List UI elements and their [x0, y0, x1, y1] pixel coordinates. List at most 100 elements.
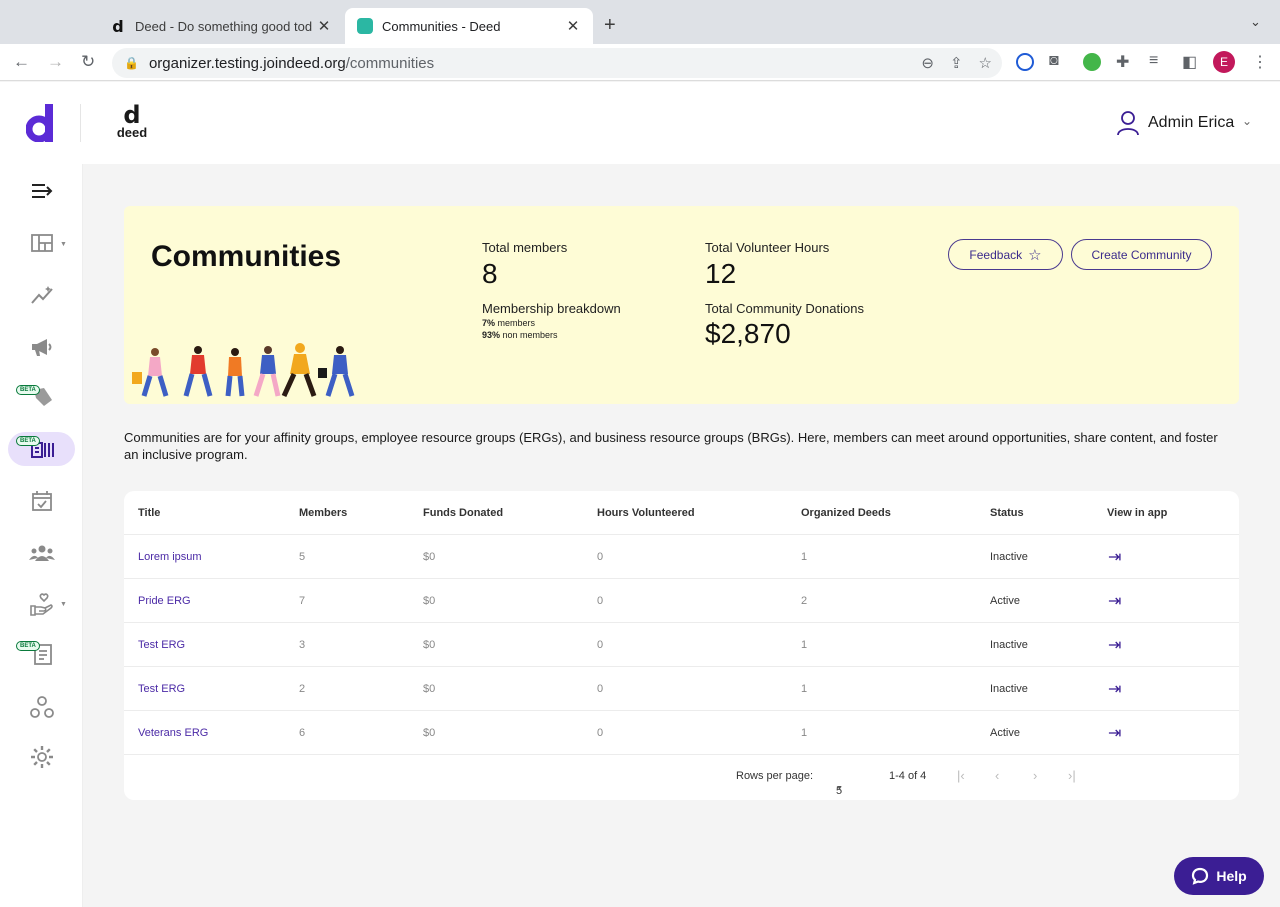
lock-icon: 🔒 [124, 56, 139, 70]
table-row[interactable]: Test ERG 2 $0 0 1 Inactive ⇥ [124, 667, 1239, 711]
membership-breakdown-label: Membership breakdown [482, 301, 621, 316]
new-tab-icon[interactable]: + [604, 14, 616, 36]
open-in-app-icon[interactable]: ⇥ [1108, 681, 1122, 698]
sidebar-item-menu-collapse[interactable] [0, 173, 83, 209]
dashboard-icon [30, 234, 53, 252]
funds-cell: $0 [423, 595, 436, 607]
communities-table: Title Members Funds Donated Hours Volunt… [124, 491, 1239, 800]
community-title-link[interactable]: Test ERG [138, 683, 186, 695]
tab-search-chevron-icon[interactable]: ⌄ [1250, 14, 1261, 29]
sidebar-item-events[interactable] [0, 483, 83, 519]
chat-bubble-icon [1192, 867, 1209, 885]
star-icon: ☆ [1028, 246, 1042, 264]
media-queue-icon[interactable]: ≡ [1149, 52, 1159, 69]
communities-description: Communities are for your affinity groups… [124, 430, 1218, 462]
community-title-link[interactable]: Veterans ERG [138, 727, 209, 739]
community-title-link[interactable]: Pride ERG [138, 595, 191, 607]
browser-menu-icon[interactable]: ⋮ [1252, 54, 1268, 71]
side-panel-icon[interactable]: ◧ [1182, 54, 1198, 71]
sidebar-item-campaigns[interactable] [0, 329, 83, 365]
feedback-button[interactable]: Feedback ☆ [948, 239, 1063, 270]
deed-favicon-icon: d [112, 16, 124, 36]
last-page-icon[interactable]: ›| [1068, 768, 1076, 783]
sidebar-item-giving[interactable] [0, 587, 83, 623]
table-row[interactable]: Pride ERG 7 $0 0 2 Active ⇥ [124, 579, 1239, 623]
deeds-cell: 1 [801, 551, 808, 563]
table-row[interactable]: Veterans ERG 6 $0 0 1 Active ⇥ [124, 711, 1239, 755]
browser-tab-bar: d Deed - Do something good tod ✕ Communi… [0, 0, 1280, 44]
open-in-app-icon[interactable]: ⇥ [1108, 725, 1122, 742]
table-row[interactable]: Test ERG 3 $0 0 1 Inactive ⇥ [124, 623, 1239, 667]
reload-icon[interactable]: ↻ [81, 52, 96, 71]
deeds-cell: 2 [801, 595, 808, 607]
camera-icon[interactable]: ◙ [1049, 52, 1059, 69]
open-in-app-icon[interactable]: ⇥ [1108, 593, 1122, 610]
profile-avatar[interactable]: E [1213, 51, 1235, 73]
open-in-app-icon[interactable]: ⇥ [1108, 637, 1122, 654]
address-bar[interactable]: 🔒 organizer.testing.joindeed.org/communi… [112, 48, 1002, 78]
feedback-label: Feedback [969, 247, 1023, 262]
people-icon [28, 545, 55, 561]
user-menu[interactable]: Admin Erica [1116, 110, 1234, 136]
back-arrow-icon[interactable]: ← [13, 52, 30, 71]
donations-label: Total Community Donations [705, 301, 864, 316]
deeds-cell: 1 [801, 727, 808, 739]
sidebar-item-communities[interactable] [0, 431, 83, 467]
sidebar-item-settings[interactable] [0, 739, 83, 775]
first-page-icon[interactable]: |‹ [957, 768, 965, 783]
column-header[interactable]: Organized Deeds [801, 507, 891, 519]
giving-caret-icon: ▼ [60, 601, 67, 608]
page-range: 1-4 of 4 [889, 770, 927, 782]
donations-value: $2,870 [705, 318, 791, 349]
url-text: organizer.testing.joindeed.org/communiti… [149, 55, 434, 72]
bookmark-star-icon[interactable]: ☆ [978, 55, 992, 72]
community-title-link[interactable]: Test ERG [138, 639, 186, 651]
gear-icon [30, 746, 53, 768]
table-row[interactable]: Lorem ipsum 5 $0 0 1 Inactive ⇥ [124, 535, 1239, 579]
sidebar-item-analytics[interactable] [0, 277, 83, 313]
sidebar-item-rewards[interactable] [0, 378, 83, 414]
dashboard-caret-icon: ▼ [60, 241, 67, 248]
total-members-value: 8 [482, 258, 498, 289]
walking-people-illustration [132, 343, 355, 398]
extension-green-icon[interactable] [1083, 53, 1101, 71]
puzzle-extensions-icon[interactable]: ✚ [1116, 54, 1130, 71]
deed-logo-icon[interactable] [26, 104, 54, 142]
sidebar-item-dashboard[interactable] [0, 225, 83, 261]
hours-cell: 0 [597, 551, 604, 563]
members-pct: 7% [482, 318, 496, 328]
table-header-row: Title Members Funds Donated Hours Volunt… [124, 491, 1239, 535]
members-cell: 5 [299, 551, 306, 563]
close-tab-icon[interactable]: ✕ [317, 18, 331, 35]
rows-per-page-label: Rows per page: [736, 770, 814, 782]
share-icon[interactable]: ⇪ [949, 55, 963, 72]
column-header[interactable]: Hours Volunteered [597, 507, 695, 519]
community-title-link[interactable]: Lorem ipsum [138, 551, 202, 563]
status-cell: Active [990, 727, 1020, 739]
zoom-icon[interactable]: ⊖ [921, 55, 934, 72]
members-cell: 2 [299, 683, 306, 695]
column-header[interactable]: Status [990, 507, 1024, 519]
forward-arrow-icon[interactable]: → [47, 52, 64, 71]
sidebar-item-integrations[interactable] [0, 689, 83, 725]
password-manager-icon[interactable] [1016, 53, 1034, 71]
tab-title: Communities - Deed [382, 18, 501, 34]
help-label: Help [1216, 868, 1247, 884]
column-header[interactable]: Members [299, 507, 348, 519]
browser-tab-deed[interactable]: d Deed - Do something good tod ✕ [98, 8, 344, 44]
help-button[interactable]: Help [1174, 857, 1264, 895]
non-members-pct: 93% [482, 330, 501, 340]
create-community-button[interactable]: Create Community [1071, 239, 1212, 270]
sidebar-item-reports[interactable] [0, 636, 83, 672]
next-page-icon[interactable]: › [1033, 768, 1038, 783]
browser-tab-communities[interactable]: Communities - Deed ✕ [345, 8, 593, 44]
open-in-app-icon[interactable]: ⇥ [1108, 549, 1122, 566]
column-header[interactable]: Title [138, 507, 161, 519]
previous-page-icon[interactable]: ‹ [995, 768, 1000, 783]
column-header[interactable]: Funds Donated [423, 507, 504, 519]
close-tab-icon[interactable]: ✕ [566, 18, 580, 35]
chevron-down-icon[interactable]: ⌄ [1242, 114, 1253, 128]
sidebar-item-people[interactable] [0, 535, 83, 571]
hours-cell: 0 [597, 639, 604, 651]
non-members-text: non members [502, 330, 558, 340]
